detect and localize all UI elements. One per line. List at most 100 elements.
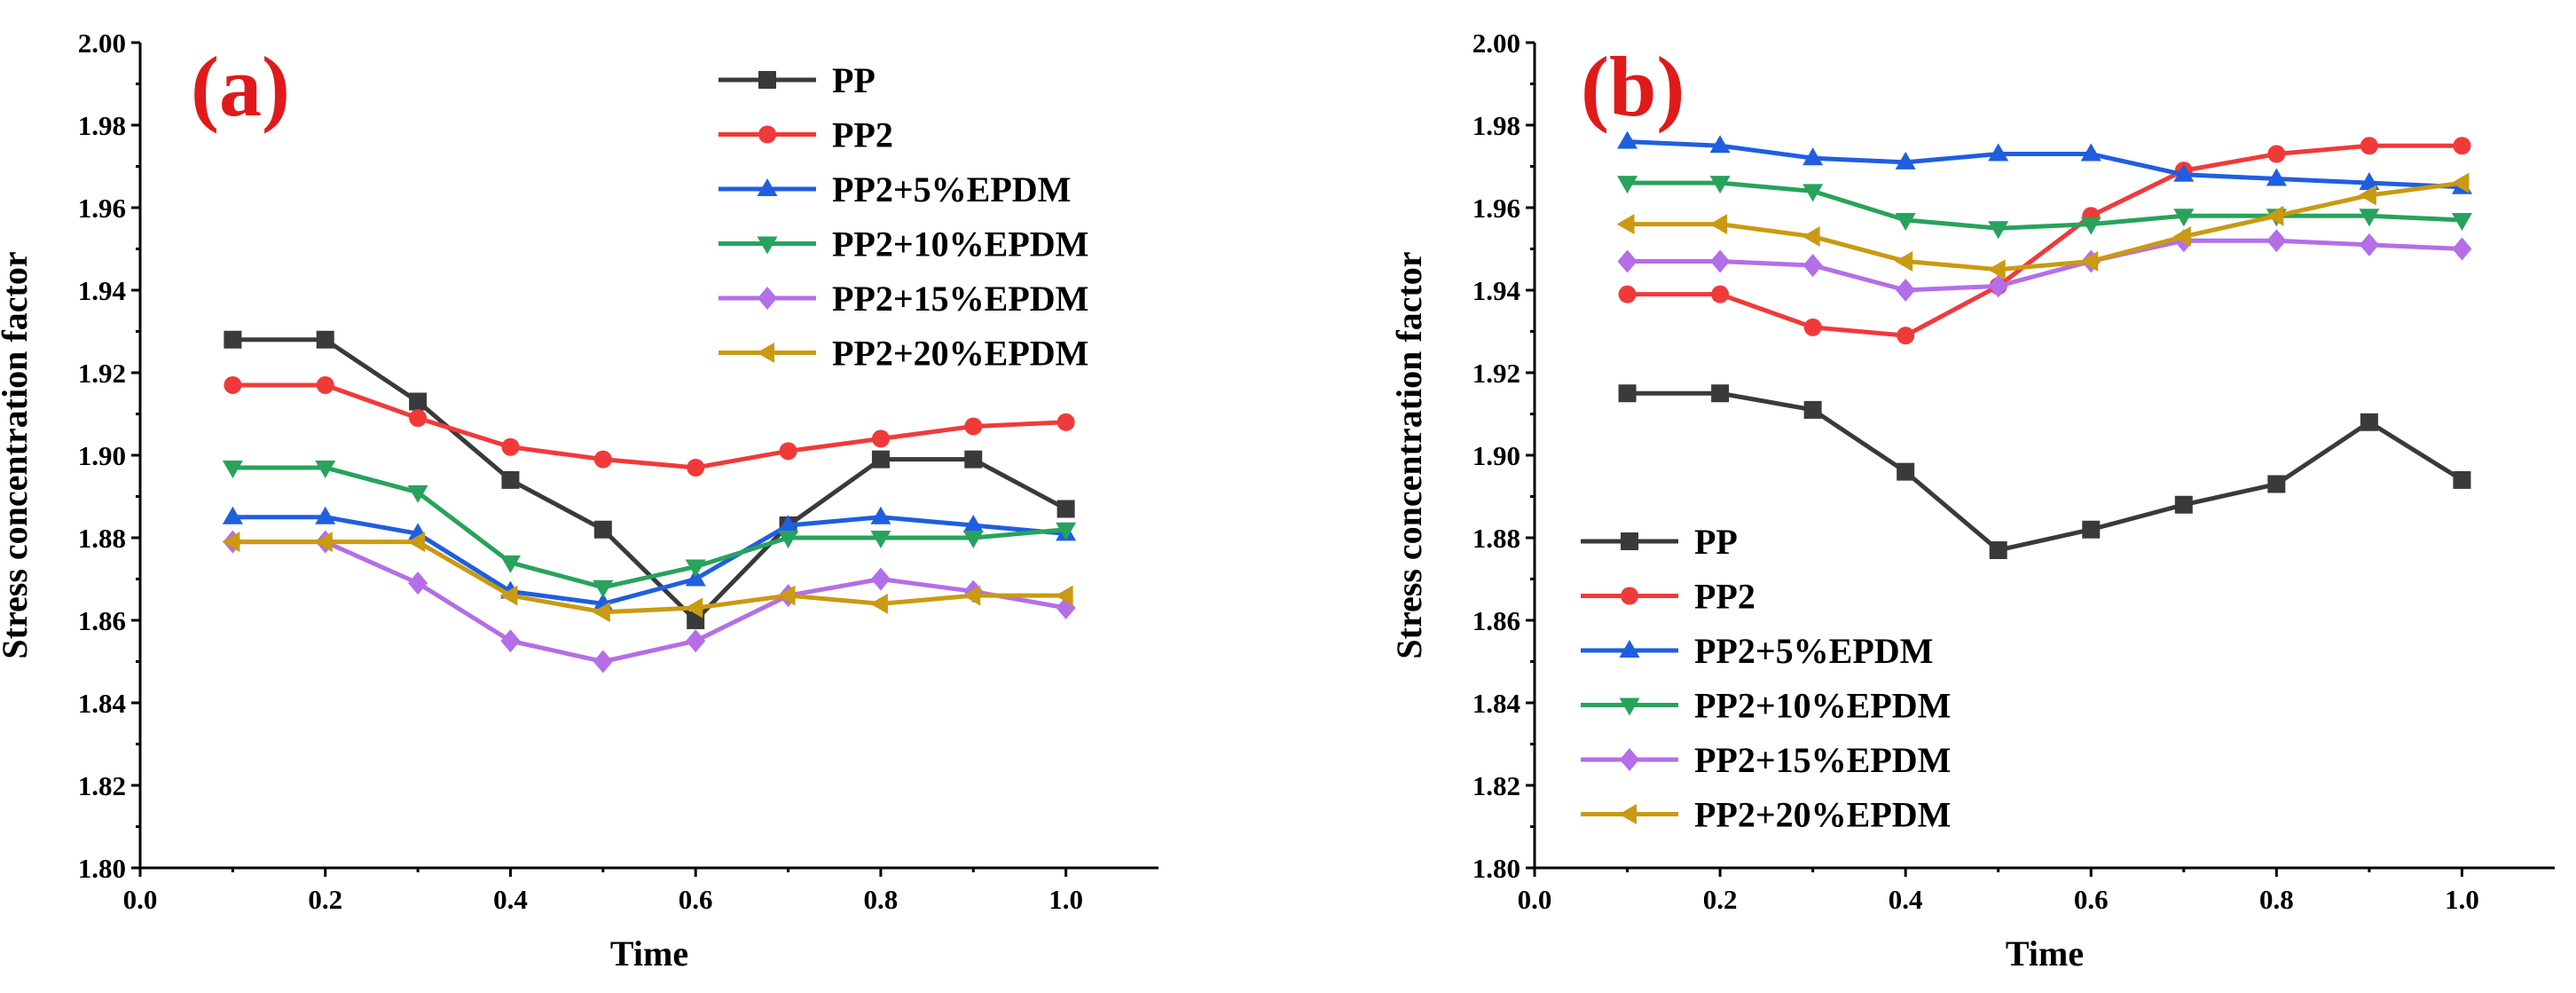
data-point — [1895, 212, 1916, 231]
data-point — [1803, 318, 1822, 336]
x-tick-label: 0.6 — [679, 884, 713, 915]
data-point — [687, 458, 705, 477]
series-pp2-10-epdm — [222, 460, 1077, 598]
legend-item: PP2+5%EPDM — [719, 169, 1071, 209]
data-point — [593, 579, 614, 598]
x-tick-label: 0.2 — [308, 884, 342, 915]
legend-label: PP2+15%EPDM — [832, 279, 1088, 319]
data-point — [779, 442, 797, 461]
y-tick-label: 1.84 — [1473, 688, 1520, 719]
series-line — [232, 540, 1066, 615]
data-point — [1988, 143, 2009, 162]
data-point — [1711, 285, 1730, 303]
data-point — [1709, 214, 1728, 235]
panel-label: (b) — [1581, 39, 1685, 134]
data-point — [2080, 217, 2101, 235]
data-point — [2453, 470, 2471, 489]
y-tick-label: 1.82 — [78, 770, 126, 801]
data-point — [2266, 229, 2287, 253]
legend-marker — [757, 178, 778, 196]
y-tick-label: 1.86 — [1473, 605, 1520, 636]
chart-panel-b: 1.80 1.82 1.84 1.86 1.88 1.90 1.92 1.94 1.96 1.98… — [1389, 28, 2555, 973]
data-point — [1056, 413, 1075, 431]
legend-label: PP2+10%EPDM — [1694, 686, 1951, 726]
x-tick-label: 0.4 — [1889, 884, 1923, 915]
data-point — [1618, 384, 1637, 403]
data-point — [871, 450, 890, 469]
data-point — [2360, 137, 2378, 155]
y-tick-label: 1.90 — [1473, 440, 1520, 471]
legend-item: PP2+20%EPDM — [719, 334, 1088, 374]
data-point — [870, 531, 891, 548]
data-point — [2453, 137, 2471, 155]
data-point — [315, 506, 336, 524]
y-tick-label: 2.00 — [78, 28, 126, 59]
series-pp2-5-epdm — [222, 506, 1077, 611]
data-point — [2359, 172, 2380, 191]
data-point — [407, 485, 428, 503]
data-point — [499, 555, 521, 573]
data-point — [224, 330, 242, 349]
data-point — [870, 506, 891, 524]
data-point — [2359, 232, 2379, 256]
legend-marker — [757, 236, 778, 255]
data-point — [222, 506, 243, 524]
data-point — [1803, 400, 1822, 419]
data-point — [962, 515, 984, 533]
data-point — [964, 417, 983, 436]
legend-item: PP2 — [1581, 577, 1755, 617]
y-tick-label: 2.00 — [1473, 28, 1520, 59]
series-line — [232, 382, 1066, 470]
legend-label: PP2+20%EPDM — [832, 334, 1088, 374]
legend-item: PP — [719, 60, 876, 100]
series-line — [1627, 180, 2462, 272]
legend-marker — [758, 125, 776, 144]
data-point — [685, 597, 703, 619]
data-point — [964, 450, 983, 469]
data-point — [592, 602, 610, 623]
data-point — [2174, 495, 2193, 514]
data-point — [409, 392, 428, 411]
data-point — [2172, 226, 2191, 248]
legend-label: PP2+10%EPDM — [832, 225, 1088, 264]
y-tick-label: 1.92 — [1473, 358, 1520, 389]
legend-label: PP — [832, 60, 876, 100]
data-point — [1709, 176, 1731, 194]
x-tick-label: 1.0 — [2445, 884, 2479, 915]
data-point — [1896, 279, 1916, 302]
data-point — [2266, 205, 2284, 226]
data-point — [499, 585, 518, 606]
data-point — [593, 650, 613, 674]
data-point — [869, 593, 888, 614]
data-point — [2266, 168, 2287, 186]
data-point — [222, 460, 243, 478]
series-line — [1627, 180, 2462, 231]
data-point — [314, 532, 333, 553]
data-point — [501, 470, 520, 489]
y-tick-label: 1.94 — [1473, 275, 1520, 306]
legend-label: PP2 — [1694, 577, 1755, 617]
series-pp2 — [224, 375, 1075, 477]
legend-label: PP2 — [832, 115, 893, 155]
data-point — [2173, 163, 2195, 182]
axis-frame — [138, 43, 1158, 870]
axis-frame — [1533, 43, 2555, 870]
y-tick-label: 1.86 — [78, 605, 126, 636]
legend-item: PP2+5%EPDM — [1581, 631, 1933, 671]
data-point — [871, 430, 890, 448]
data-point — [778, 531, 799, 548]
data-point — [315, 460, 336, 478]
x-axis-title: Time — [610, 934, 688, 973]
y-tick-label: 1.80 — [1473, 853, 1520, 884]
series-line — [232, 465, 1066, 590]
data-point — [1617, 176, 1638, 194]
legend-marker — [758, 287, 777, 310]
data-point — [224, 375, 242, 394]
data-point — [962, 531, 984, 548]
data-point — [2267, 475, 2286, 493]
x-tick-label: 0.4 — [493, 884, 528, 915]
data-point — [778, 515, 799, 533]
data-point — [1989, 540, 2007, 559]
y-tick-label: 1.84 — [78, 688, 126, 719]
data-point — [1895, 250, 1913, 272]
